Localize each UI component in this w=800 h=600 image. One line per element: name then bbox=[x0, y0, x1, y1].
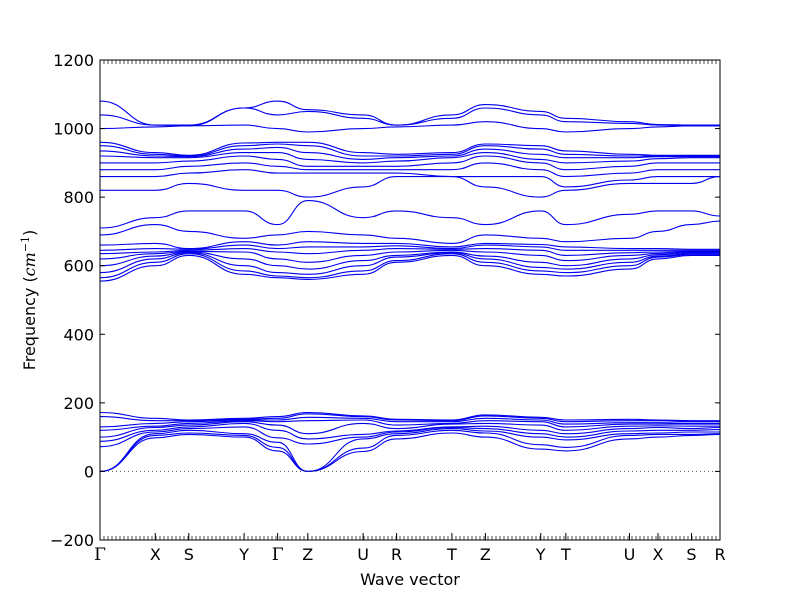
band-line-31 bbox=[99, 100, 720, 126]
x-axis-label: Wave vector bbox=[360, 570, 460, 589]
band-line-9 bbox=[99, 413, 720, 423]
band-line-5 bbox=[99, 422, 721, 442]
y-tick-label: 400 bbox=[63, 325, 94, 344]
kpoint-label: U bbox=[357, 545, 369, 564]
band-line-3 bbox=[99, 428, 720, 472]
y-ticks-group: −200 0 200 400 600 800 1000 1200 bbox=[50, 51, 720, 550]
band-line-15 bbox=[99, 249, 720, 263]
minor-ticks-group bbox=[103, 60, 717, 540]
kpoint-label: R bbox=[714, 545, 725, 564]
kpoint-label: X bbox=[150, 545, 161, 564]
kpoint-label: S bbox=[686, 545, 696, 564]
y-axis-label: Frequency (cm−1) bbox=[19, 230, 40, 371]
band-line-13 bbox=[99, 252, 720, 275]
y-tick-label: 800 bbox=[63, 188, 94, 207]
kpoint-label: T bbox=[446, 545, 457, 564]
band-line-10 bbox=[99, 411, 720, 422]
kpoint-label: Γ bbox=[94, 545, 106, 565]
y-axis-label-unit: cm bbox=[20, 252, 39, 276]
band-line-28 bbox=[99, 141, 720, 156]
band-line-18 bbox=[99, 241, 720, 250]
kpoint-label: Γ bbox=[272, 545, 284, 565]
kpoint-label: Y bbox=[535, 545, 546, 564]
kpoint-label: X bbox=[653, 545, 664, 564]
kpoint-label: S bbox=[184, 545, 194, 564]
kpoint-label: Z bbox=[480, 545, 491, 564]
y-axis-label-text: Frequency ( bbox=[20, 276, 39, 370]
band-line-8 bbox=[99, 416, 720, 428]
band-line-21 bbox=[99, 176, 721, 198]
band-line-2 bbox=[99, 429, 721, 472]
band-line-26 bbox=[99, 146, 720, 160]
kpoint-label: T bbox=[560, 545, 571, 564]
y-tick-label: −200 bbox=[50, 531, 94, 550]
band-line-23 bbox=[100, 162, 720, 178]
y-axis-label-exponent: −1 bbox=[19, 236, 32, 252]
band-line-17 bbox=[99, 244, 720, 251]
y-tick-label: 1000 bbox=[53, 120, 94, 139]
band-line-14 bbox=[99, 251, 720, 270]
band-line-24 bbox=[99, 155, 720, 171]
kpoint-label: Z bbox=[302, 545, 313, 564]
band-line-12 bbox=[99, 253, 720, 279]
kpoint-label: R bbox=[391, 545, 402, 564]
band-line-4 bbox=[99, 426, 721, 448]
y-tick-label: 600 bbox=[63, 257, 94, 276]
kpoint-label: U bbox=[624, 545, 636, 564]
y-tick-label: 0 bbox=[84, 462, 94, 481]
y-axis-label-close: ) bbox=[20, 230, 39, 236]
band-line-7 bbox=[99, 419, 720, 431]
band-line-22 bbox=[99, 169, 720, 188]
y-tick-label: 200 bbox=[63, 394, 94, 413]
band-line-19 bbox=[99, 220, 721, 244]
y-tick-label: 1200 bbox=[53, 51, 94, 70]
kpoint-label: Y bbox=[238, 545, 249, 564]
band-line-6 bbox=[99, 421, 720, 438]
band-line-20 bbox=[99, 200, 721, 229]
band-line-25 bbox=[99, 152, 720, 164]
band-line-27 bbox=[99, 143, 720, 157]
plot-frame bbox=[99, 59, 721, 541]
band-line-16 bbox=[99, 248, 720, 256]
band-line-1 bbox=[99, 432, 721, 472]
band-lines-group bbox=[99, 100, 721, 472]
band-line-29 bbox=[99, 121, 720, 133]
band-line-11 bbox=[99, 254, 720, 282]
